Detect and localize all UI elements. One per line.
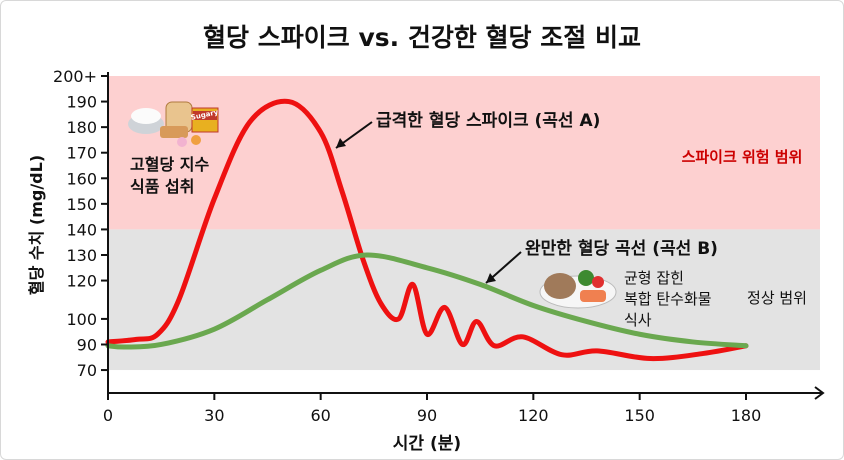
y-tick-label: 100: [66, 310, 97, 329]
bread-slice: [160, 126, 188, 138]
y-tick-label: 70: [77, 361, 97, 380]
y-tick-label: 130: [66, 246, 97, 265]
x-axis-label: 시간 (분): [393, 434, 461, 454]
y-tick-label: 190: [66, 93, 97, 112]
x-tick-label: 180: [731, 406, 762, 425]
candy: [177, 137, 187, 147]
legend-curve-a: 급격한 혈당 스파이크 (곡선 A): [376, 110, 600, 131]
x-tick-label: 30: [204, 406, 224, 425]
y-tick-label: 90: [77, 335, 97, 354]
candy-bag-band: [193, 111, 217, 120]
region-label-normal: 정상 범위: [747, 289, 807, 307]
y-tick-label: 120: [66, 272, 97, 291]
y-tick-label: 160: [66, 169, 97, 188]
x-tick-label: 0: [103, 406, 113, 425]
annotation-food-balanced-2: 복합 탄수화물: [624, 290, 712, 308]
annotation-food-high-1: 고혈당 지수: [130, 155, 209, 174]
rice: [131, 108, 161, 124]
curve-a-line: [105, 98, 749, 362]
broccoli: [578, 270, 594, 286]
x-tick-label: 120: [518, 406, 549, 425]
legend-curve-b: 완만한 혈당 곡선 (곡선 B): [525, 238, 718, 259]
region-label-spike: 스파이크 위험 범위: [682, 148, 803, 166]
region-spike: [108, 76, 820, 230]
x-tick-label: 90: [417, 406, 437, 425]
balanced-meal-illustration: [539, 270, 617, 309]
annotation-food-balanced-3: 식사: [624, 311, 652, 329]
grain-bowl: [544, 273, 576, 299]
y-tick-label: 140: [66, 220, 97, 239]
annotation-food-high-2: 식품 섭취: [130, 177, 194, 196]
high-gi-food-illustration: [128, 101, 219, 147]
y-tick-label: 200+: [53, 67, 97, 86]
curve-b-line: [105, 252, 749, 350]
cookie: [191, 135, 201, 145]
tomato: [592, 276, 604, 288]
annotation-food-balanced-1: 균형 잡힌: [624, 269, 684, 287]
chart-title: 혈당 스파이크 vs. 건강한 혈당 조절 비교: [203, 23, 641, 52]
y-tick-label: 170: [66, 144, 97, 163]
y-tick-label: 150: [66, 195, 97, 214]
salmon: [580, 290, 606, 302]
x-tick-label: 60: [310, 406, 330, 425]
y-tick-label: 180: [66, 118, 97, 137]
curve-a-arrowhead: [336, 138, 346, 148]
x-tick-label: 150: [624, 406, 655, 425]
y-axis-label: 혈당 수치 (mg/dL): [27, 155, 46, 295]
curve-b-arrowhead: [486, 273, 496, 283]
x-axis-arrow: [814, 386, 825, 400]
